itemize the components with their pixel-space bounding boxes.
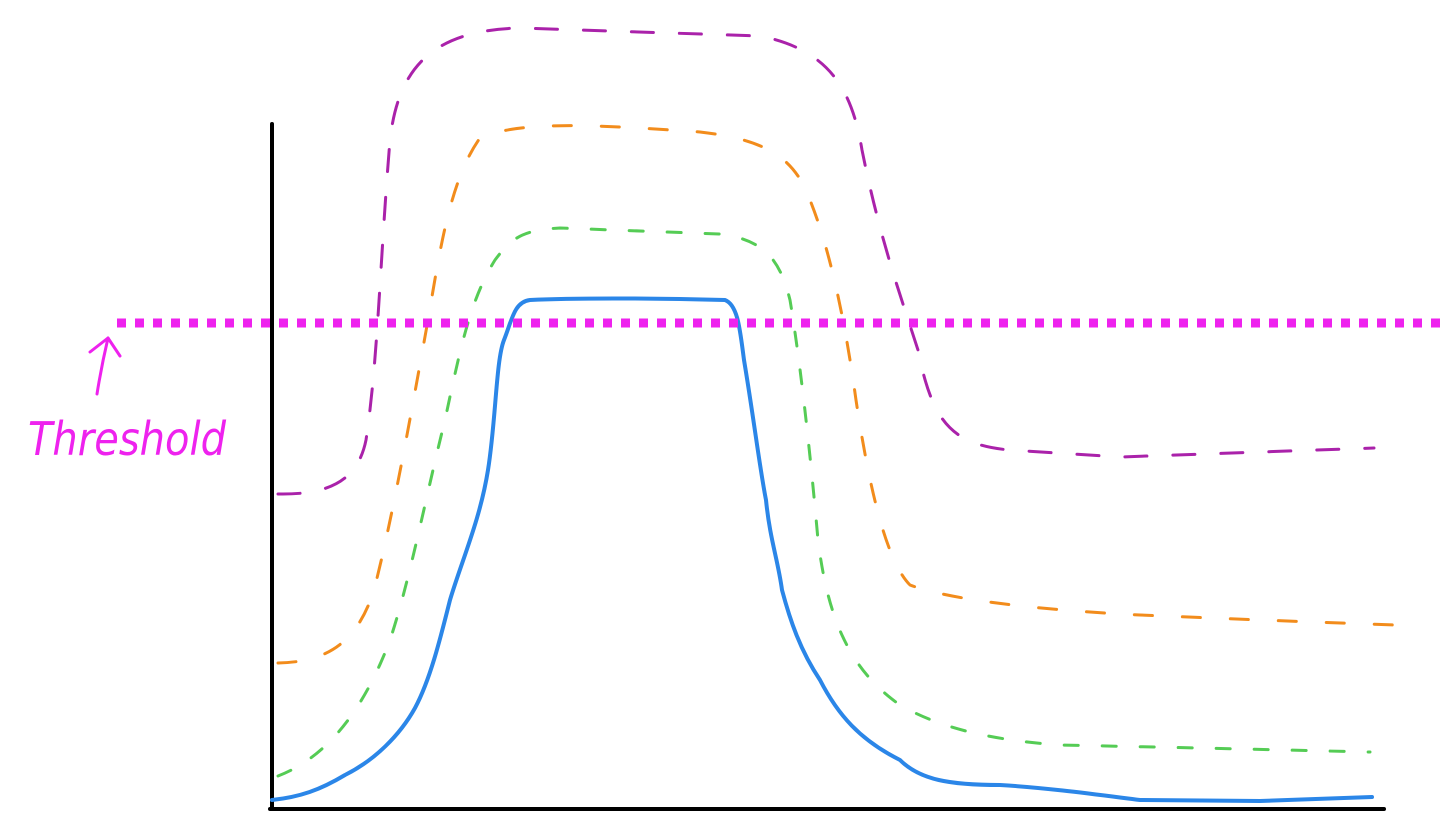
threshold-label: Threshold bbox=[28, 412, 227, 466]
blue-solid-curve bbox=[270, 296, 1374, 803]
orange-dashed-curve bbox=[276, 124, 1397, 665]
arrow-up-icon bbox=[88, 336, 122, 396]
axes bbox=[268, 122, 1386, 811]
purple-dashed-curve bbox=[276, 26, 1376, 496]
green-dashed-curve bbox=[276, 226, 1372, 778]
